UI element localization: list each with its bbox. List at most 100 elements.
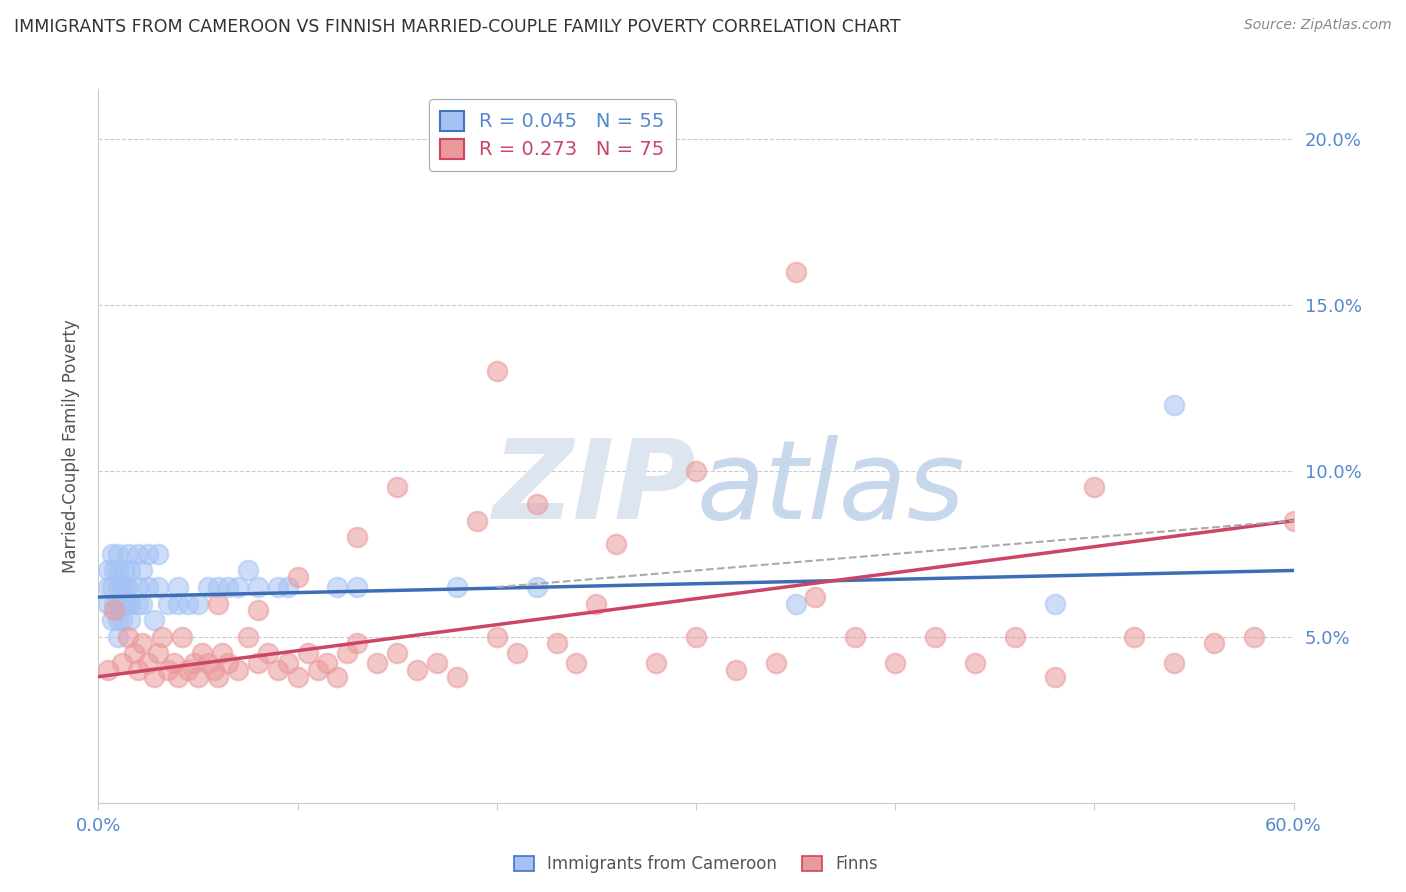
Point	[167, 670, 190, 684]
Point	[117, 630, 139, 644]
Text: atlas: atlas	[696, 435, 965, 542]
Point	[167, 580, 190, 594]
Point	[277, 580, 299, 594]
Point	[1043, 670, 1066, 684]
Point	[226, 663, 249, 677]
Point	[120, 613, 142, 627]
Point	[785, 597, 807, 611]
Point	[1282, 514, 1305, 528]
Point	[277, 657, 299, 671]
Point	[127, 597, 149, 611]
Point	[112, 564, 135, 578]
Point	[101, 547, 124, 561]
Point	[326, 580, 349, 594]
Point	[645, 657, 668, 671]
Point	[236, 564, 259, 578]
Point	[103, 564, 125, 578]
Point	[187, 670, 209, 684]
Point	[236, 630, 259, 644]
Point	[1123, 630, 1146, 644]
Point	[101, 613, 124, 627]
Point	[226, 580, 249, 594]
Point	[131, 636, 153, 650]
Point	[97, 564, 120, 578]
Point	[446, 670, 468, 684]
Point	[465, 514, 488, 528]
Point	[111, 657, 134, 671]
Point	[117, 547, 139, 561]
Point	[207, 580, 229, 594]
Legend: Immigrants from Cameroon, Finns: Immigrants from Cameroon, Finns	[508, 849, 884, 880]
Point	[1243, 630, 1265, 644]
Point	[316, 657, 339, 671]
Point	[256, 647, 278, 661]
Point	[111, 580, 134, 594]
Point	[346, 636, 368, 650]
Point	[346, 530, 368, 544]
Point	[884, 657, 907, 671]
Point	[107, 580, 129, 594]
Point	[131, 564, 153, 578]
Point	[585, 597, 607, 611]
Point	[346, 580, 368, 594]
Point	[785, 265, 807, 279]
Point	[112, 597, 135, 611]
Point	[97, 597, 120, 611]
Point	[207, 670, 229, 684]
Point	[605, 537, 627, 551]
Point	[148, 547, 170, 561]
Point	[127, 580, 149, 594]
Point	[924, 630, 946, 644]
Point	[246, 580, 269, 594]
Point	[267, 580, 290, 594]
Point	[143, 613, 166, 627]
Point	[127, 547, 149, 561]
Point	[107, 597, 129, 611]
Point	[124, 647, 146, 661]
Point	[297, 647, 319, 661]
Point	[526, 580, 548, 594]
Y-axis label: Married-Couple Family Poverty: Married-Couple Family Poverty	[62, 319, 80, 573]
Point	[546, 636, 568, 650]
Point	[211, 647, 233, 661]
Point	[1163, 657, 1185, 671]
Point	[120, 597, 142, 611]
Point	[136, 657, 159, 671]
Point	[107, 564, 129, 578]
Point	[117, 597, 139, 611]
Point	[163, 657, 186, 671]
Point	[202, 663, 225, 677]
Point	[685, 464, 707, 478]
Point	[485, 364, 508, 378]
Point	[197, 580, 219, 594]
Point	[246, 657, 269, 671]
Point	[157, 597, 180, 611]
Point	[1043, 597, 1066, 611]
Point	[217, 657, 239, 671]
Point	[103, 597, 125, 611]
Point	[446, 580, 468, 594]
Point	[107, 613, 129, 627]
Point	[107, 630, 129, 644]
Point	[150, 630, 173, 644]
Point	[485, 630, 508, 644]
Point	[963, 657, 986, 671]
Point	[844, 630, 866, 644]
Point	[685, 630, 707, 644]
Point	[287, 670, 309, 684]
Point	[148, 580, 170, 594]
Point	[136, 547, 159, 561]
Point	[406, 663, 429, 677]
Point	[1004, 630, 1026, 644]
Point	[172, 630, 194, 644]
Point	[191, 647, 214, 661]
Point	[127, 663, 149, 677]
Point	[366, 657, 388, 671]
Point	[385, 481, 409, 495]
Text: ZIP: ZIP	[492, 435, 696, 542]
Point	[287, 570, 309, 584]
Text: Source: ZipAtlas.com: Source: ZipAtlas.com	[1244, 18, 1392, 32]
Point	[336, 647, 359, 661]
Point	[107, 547, 129, 561]
Point	[217, 580, 239, 594]
